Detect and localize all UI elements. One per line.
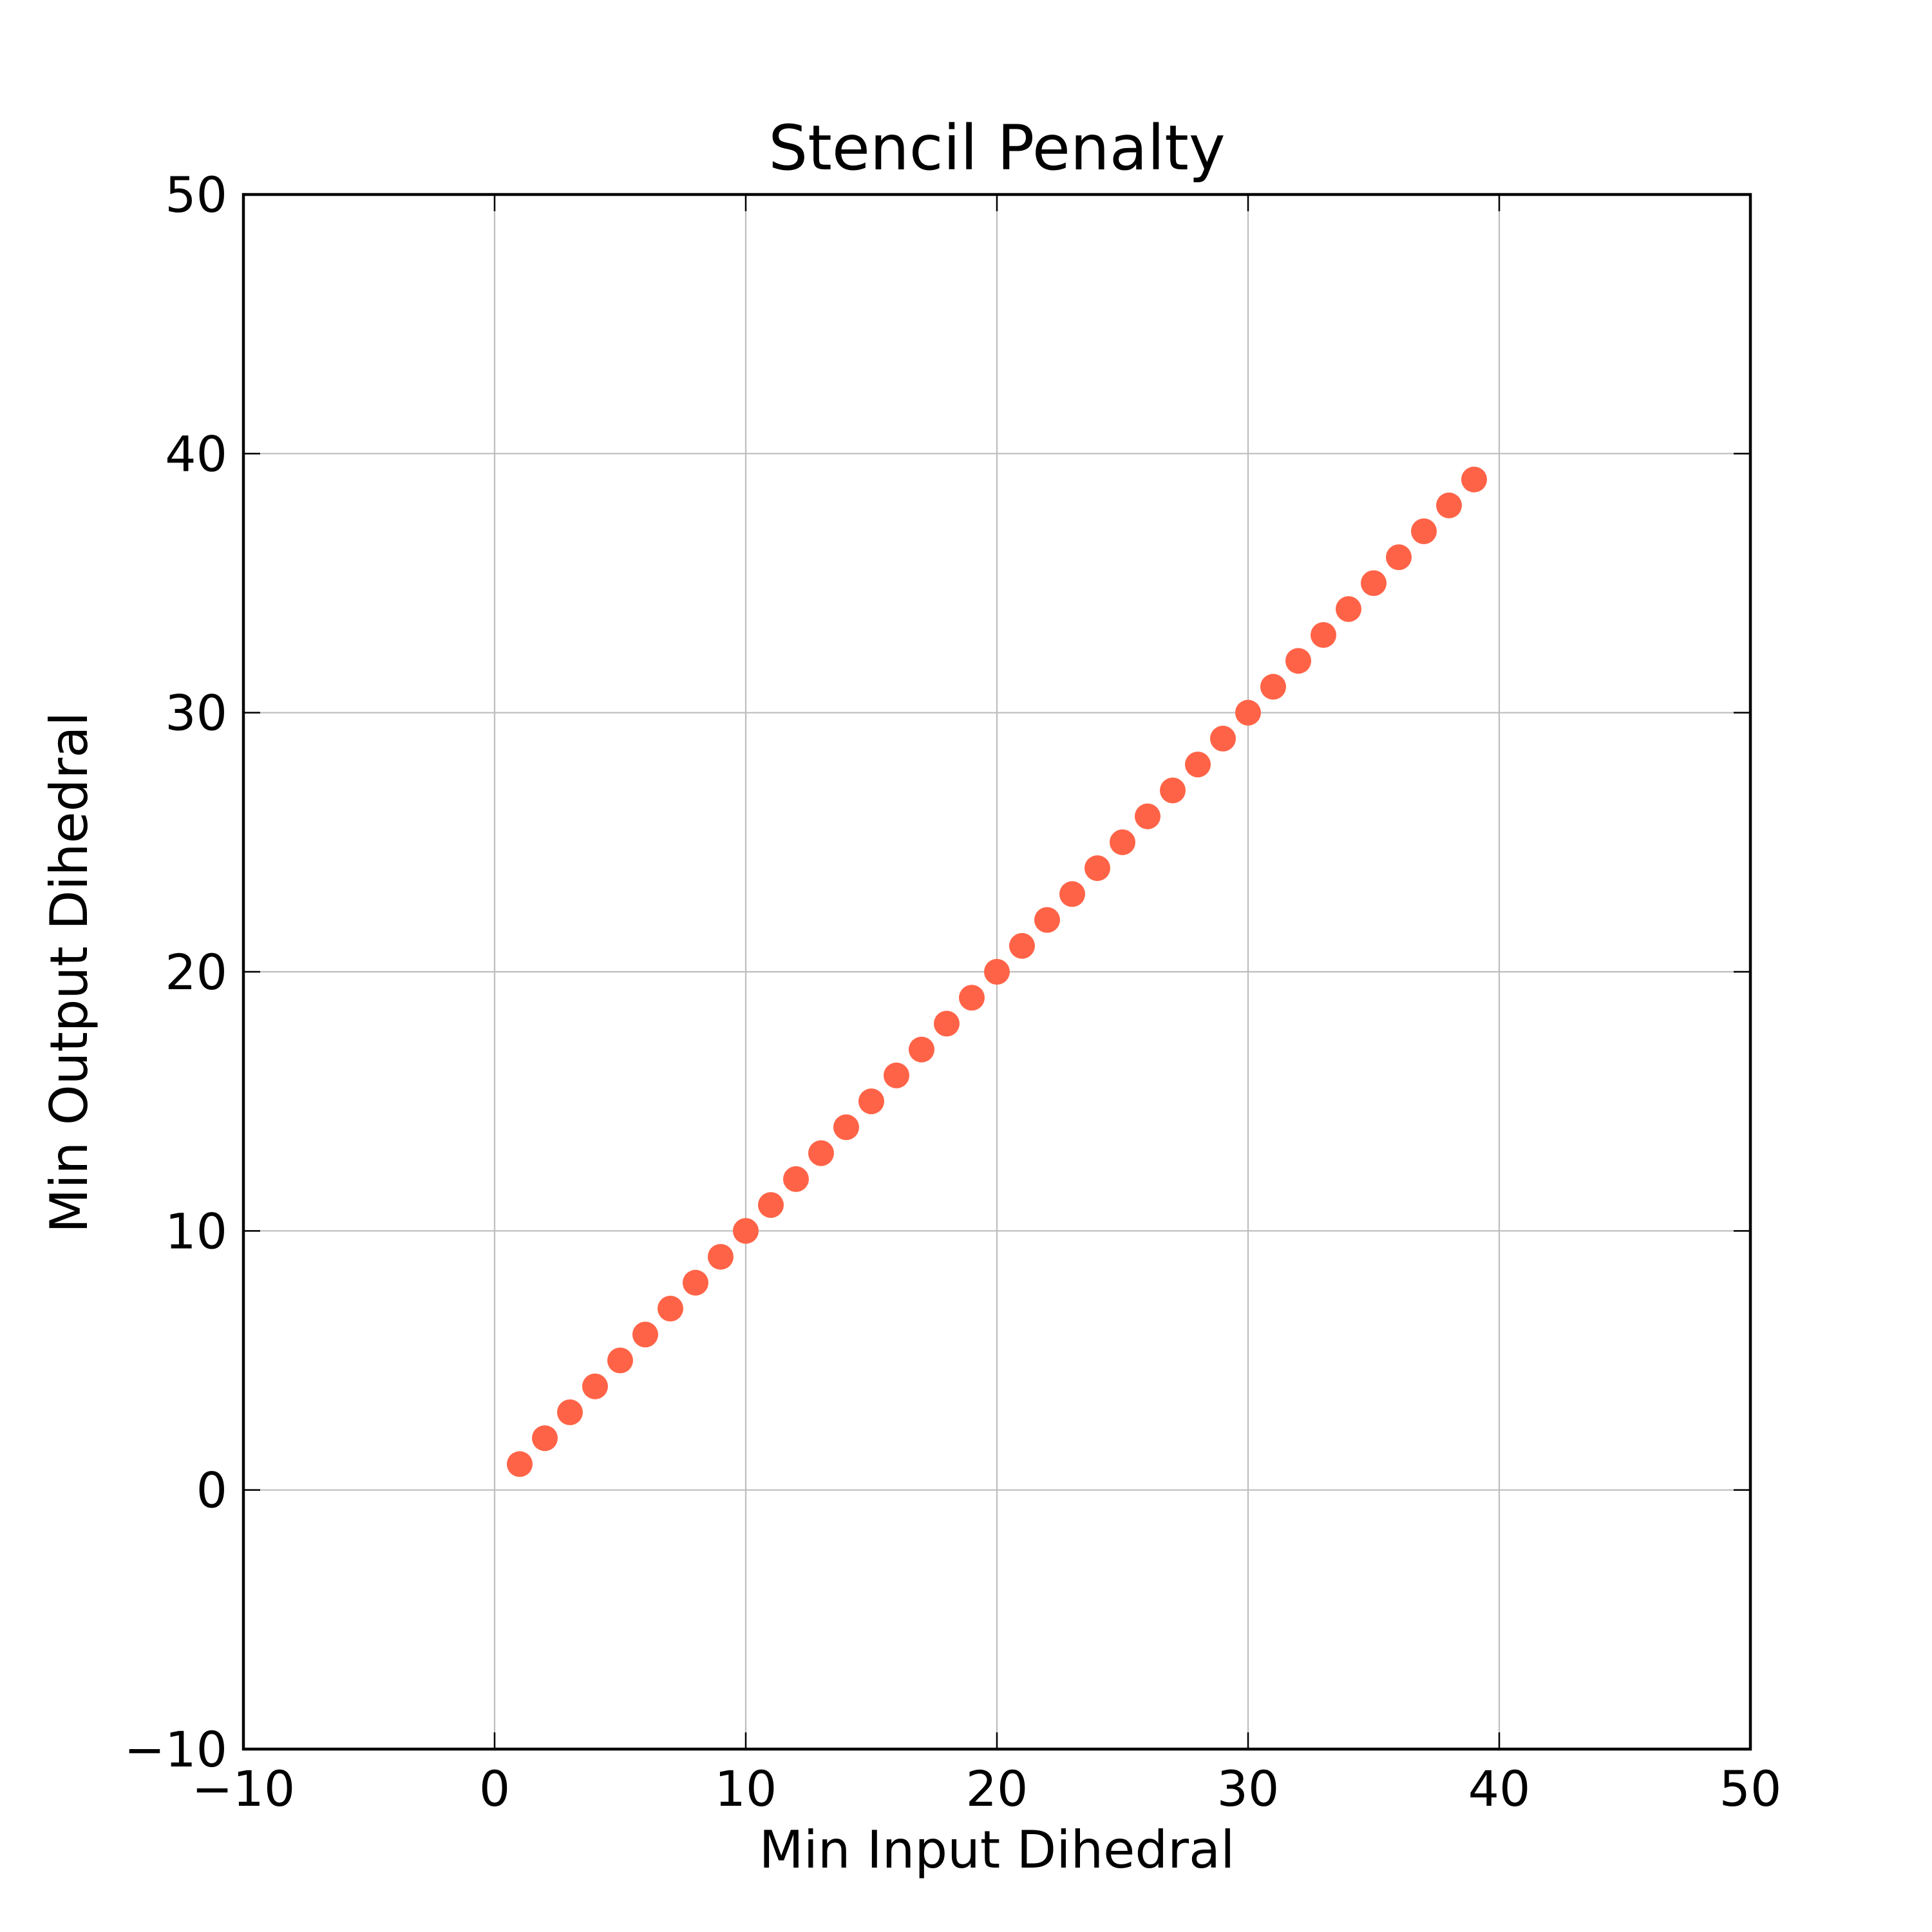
y-tick-label: 30 — [165, 685, 227, 742]
x-tick-label: −10 — [192, 1760, 295, 1817]
data-point — [1260, 674, 1286, 700]
data-point — [1009, 933, 1035, 959]
plot-frame — [242, 193, 1752, 1751]
data-point — [1084, 855, 1110, 882]
y-tick-labels: −10 0 10 20 30 40 50 — [124, 166, 227, 1778]
data-point — [1436, 492, 1462, 518]
data-point — [1059, 881, 1085, 907]
data-point — [959, 985, 985, 1011]
data-point — [708, 1244, 734, 1270]
data-point — [632, 1321, 658, 1348]
data-point — [683, 1269, 708, 1296]
data-point — [1336, 596, 1361, 622]
y-tick-label: 0 — [196, 1462, 227, 1519]
data-point — [607, 1347, 633, 1374]
data-point — [733, 1218, 759, 1244]
y-tick-label: 20 — [165, 943, 227, 1001]
x-tick-label: 30 — [1217, 1760, 1280, 1817]
y-tick-label: 50 — [165, 166, 227, 223]
chart-title: Stencil Penalty — [768, 112, 1225, 184]
x-tick-label: 40 — [1468, 1760, 1531, 1817]
data-point — [507, 1451, 533, 1477]
data-point — [1411, 518, 1437, 545]
data-point — [582, 1373, 608, 1399]
x-axis-title: Min Input Dihedral — [759, 1820, 1235, 1880]
data-point — [1135, 803, 1160, 829]
data-point — [783, 1166, 809, 1192]
data-point — [1160, 777, 1186, 804]
y-axis-title: Min Output Dihedral — [39, 712, 99, 1233]
data-point — [532, 1425, 558, 1452]
data-point — [884, 1062, 909, 1088]
data-point — [1361, 570, 1387, 596]
data-point — [1034, 907, 1060, 933]
data-point — [833, 1114, 859, 1141]
x-tick-labels: −10 0 10 20 30 40 50 — [192, 1760, 1782, 1817]
data-point — [658, 1296, 683, 1322]
x-tick-label: 0 — [479, 1760, 510, 1817]
x-tick-label: 10 — [715, 1760, 777, 1817]
data-points — [507, 466, 1487, 1477]
data-point — [934, 1010, 960, 1037]
x-tick-label: 20 — [966, 1760, 1028, 1817]
data-point — [1285, 648, 1311, 674]
data-point — [758, 1192, 784, 1218]
data-point — [858, 1088, 884, 1115]
data-point — [909, 1036, 934, 1063]
data-point — [1311, 621, 1336, 648]
data-point — [1235, 699, 1261, 726]
data-point — [1110, 829, 1135, 855]
data-point — [557, 1399, 583, 1425]
y-tick-label: 10 — [165, 1202, 227, 1260]
data-point — [1386, 544, 1412, 571]
data-point — [808, 1140, 834, 1166]
data-point — [1185, 752, 1211, 778]
data-point — [984, 959, 1010, 985]
y-tick-label: −10 — [124, 1721, 227, 1778]
y-tick-label: 40 — [165, 425, 227, 482]
data-point — [1210, 725, 1236, 752]
x-tick-label: 50 — [1719, 1760, 1782, 1817]
data-point — [1461, 466, 1487, 493]
